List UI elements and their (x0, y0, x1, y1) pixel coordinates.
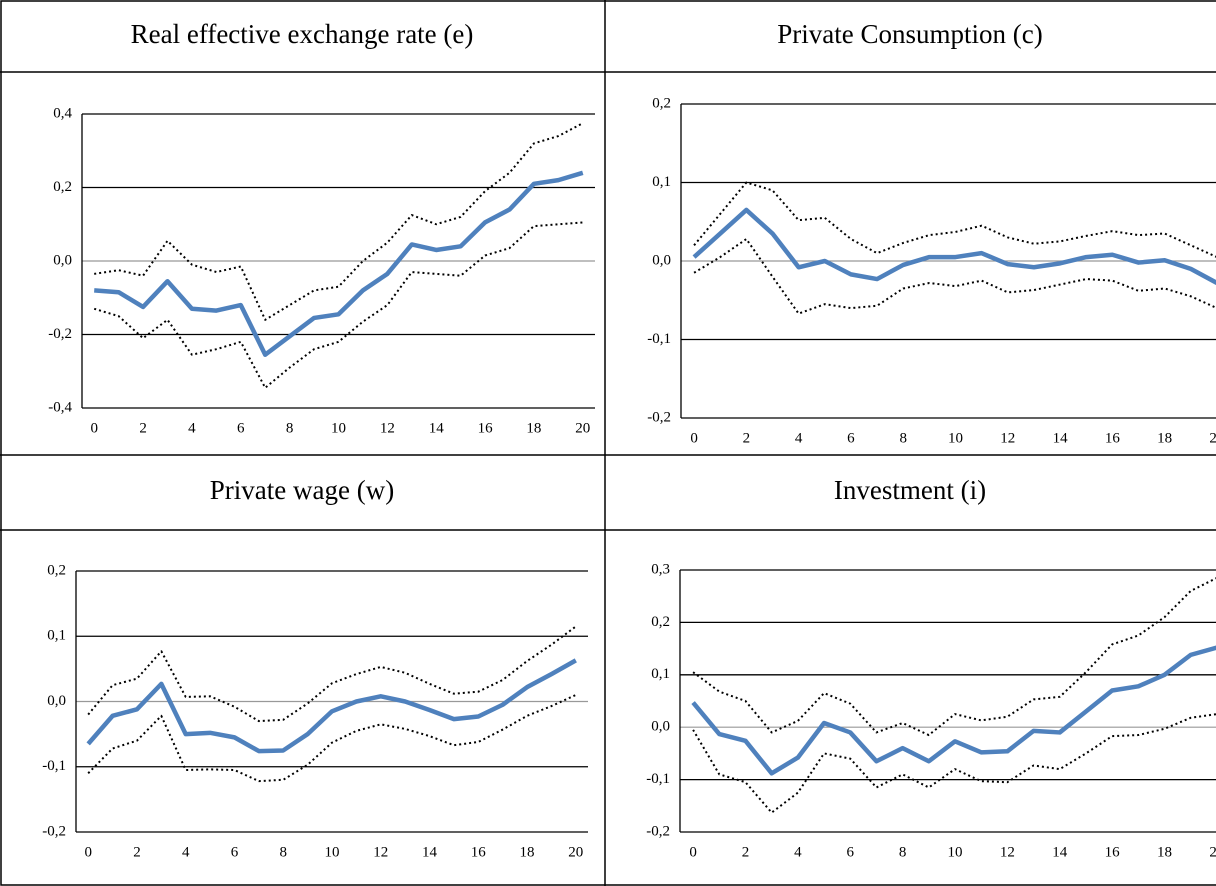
x-tick-label: 20 (568, 844, 583, 860)
band-line (692, 577, 1216, 737)
chart-title: Private Consumption (c) (777, 19, 1042, 49)
x-tick-label: 12 (1000, 430, 1015, 446)
x-tick-label: 10 (948, 430, 963, 446)
response-line (94, 170, 584, 357)
x-tick-label: 2 (742, 844, 750, 860)
x-tick-label: 4 (188, 420, 196, 436)
x-tick-label: 6 (237, 420, 245, 436)
x-tick-label: 16 (1105, 844, 1121, 860)
y-tick-label: 0,2 (47, 562, 66, 578)
y-tick-label: 0,1 (652, 174, 671, 190)
band-line (693, 238, 1216, 315)
x-tick-label: 2 (743, 430, 751, 446)
band-line (87, 694, 577, 783)
x-tick-label: 8 (279, 844, 287, 860)
band-line (94, 122, 584, 321)
chart-title: Private wage (w) (210, 475, 394, 505)
band-line (93, 221, 583, 389)
x-tick-label: 16 (1105, 430, 1121, 446)
band-line (693, 181, 1216, 258)
x-tick-label: 12 (1000, 844, 1015, 860)
x-tick-label: 4 (794, 844, 802, 860)
chart-title: Investment (i) (834, 475, 986, 505)
x-tick-label: 12 (380, 420, 395, 436)
x-tick-label: 18 (1157, 844, 1172, 860)
x-tick-label: 6 (847, 430, 855, 446)
band-line (692, 713, 1216, 814)
x-tick-label: 6 (846, 844, 854, 860)
y-tick-label: 0,2 (652, 95, 671, 111)
x-tick-label: 0 (689, 844, 697, 860)
x-tick-label: 4 (182, 844, 190, 860)
response-line (86, 658, 577, 754)
x-tick-label: 8 (286, 420, 294, 436)
x-tick-label: 10 (325, 844, 340, 860)
y-tick-label: 0,0 (47, 693, 66, 709)
response-line (692, 207, 1216, 285)
x-tick-label: 20 (575, 420, 590, 436)
x-tick-label: 6 (231, 844, 239, 860)
y-tick-label: 0,2 (53, 179, 72, 195)
x-tick-label: 18 (526, 420, 541, 436)
x-tick-label: 2 (139, 420, 147, 436)
x-tick-label: 8 (899, 430, 907, 446)
x-tick-label: 14 (1053, 430, 1069, 446)
x-tick-label: 8 (899, 844, 907, 860)
y-tick-label: -0,2 (42, 823, 66, 839)
x-tick-label: 0 (690, 430, 698, 446)
y-tick-label: -0,1 (646, 771, 670, 787)
x-tick-label: 18 (520, 844, 535, 860)
y-tick-label: 0,4 (53, 105, 72, 121)
y-tick-label: -0,2 (647, 409, 671, 425)
chart-title: Real effective exchange rate (e) (131, 19, 474, 49)
x-tick-label: 0 (84, 844, 92, 860)
y-tick-label: 0,3 (651, 561, 670, 577)
y-tick-label: -0,4 (48, 399, 72, 415)
y-tick-label: 0,0 (652, 252, 671, 268)
x-tick-label: 20 (1209, 430, 1216, 446)
y-tick-label: -0,1 (42, 758, 66, 774)
y-tick-label: -0,2 (48, 326, 72, 342)
y-tick-label: 0,1 (651, 666, 670, 682)
y-tick-label: -0,2 (646, 823, 670, 839)
x-tick-label: 4 (795, 430, 803, 446)
x-tick-label: 16 (471, 844, 487, 860)
x-tick-label: 18 (1157, 430, 1172, 446)
y-tick-label: 0,1 (47, 628, 66, 644)
x-tick-label: 20 (1209, 844, 1216, 860)
x-tick-label: 10 (331, 420, 346, 436)
y-tick-label: 0,0 (651, 719, 670, 735)
x-tick-label: 10 (948, 844, 963, 860)
x-tick-label: 2 (133, 844, 141, 860)
y-tick-label: 0,0 (53, 252, 72, 268)
x-tick-label: 14 (429, 420, 445, 436)
response-line (691, 645, 1216, 776)
x-tick-label: 14 (422, 844, 438, 860)
x-tick-label: 0 (90, 420, 98, 436)
x-tick-label: 16 (478, 420, 494, 436)
x-tick-label: 12 (373, 844, 388, 860)
y-tick-label: -0,1 (647, 331, 671, 347)
x-tick-label: 14 (1052, 844, 1068, 860)
band-line (87, 625, 577, 723)
y-tick-label: 0,2 (651, 614, 670, 630)
